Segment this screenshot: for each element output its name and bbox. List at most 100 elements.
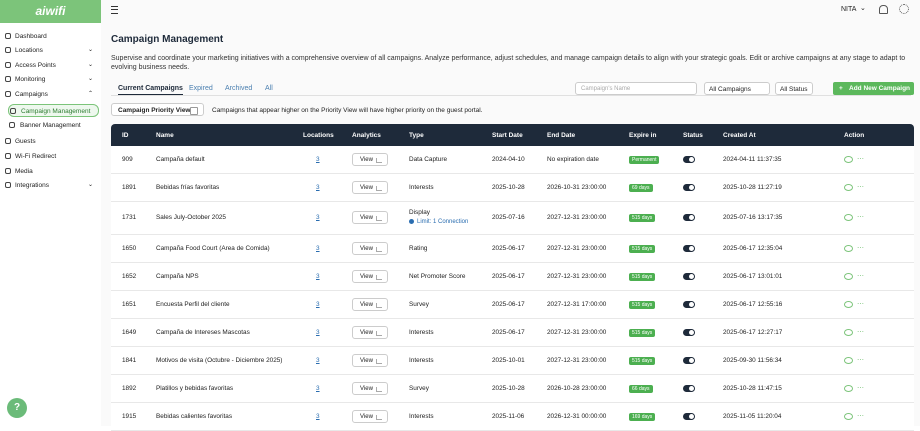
tab[interactable]: Expired <box>189 85 213 92</box>
view-action[interactable] <box>844 300 853 308</box>
sidebar-item[interactable]: Access Points ⌄ <box>4 59 97 72</box>
sidebar-item[interactable]: Wi-Fi Redirect <box>4 150 97 163</box>
locations-link[interactable]: 3 <box>316 300 320 308</box>
view-label[interactable]: View <box>360 357 373 364</box>
analytics-view-button[interactable]: View <box>352 297 388 311</box>
locations-link[interactable]: 3 <box>316 155 320 163</box>
filter-select[interactable]: All Campaigns <box>704 82 770 95</box>
view-label[interactable]: View <box>360 329 373 336</box>
analytics-view-button[interactable]: View <box>352 353 388 367</box>
settings-icon[interactable] <box>899 4 909 14</box>
more-actions[interactable]: ⋯ <box>857 214 864 221</box>
user-name[interactable]: NITA <box>841 6 857 13</box>
more-actions[interactable]: ⋯ <box>857 412 864 420</box>
status-toggle[interactable] <box>683 384 695 392</box>
sidebar-label[interactable]: Integrations <box>15 182 49 189</box>
view-action[interactable] <box>844 412 853 420</box>
add-campaign-button[interactable]: Add New Campaign + <box>833 82 914 95</box>
sidebar-item[interactable]: Media <box>4 165 97 178</box>
view-action[interactable] <box>844 384 853 392</box>
locations-link[interactable]: 3 <box>316 272 320 280</box>
sidebar-label[interactable]: Locations <box>15 47 43 54</box>
view-label[interactable]: View <box>360 215 373 221</box>
analytics-view-button[interactable]: View <box>352 409 388 423</box>
locations-link[interactable]: 3 <box>316 412 320 420</box>
analytics-view-button[interactable]: View <box>352 269 388 283</box>
view-label[interactable]: View <box>360 385 373 392</box>
locations-link[interactable]: 3 <box>316 183 320 191</box>
sidebar-item[interactable]: Integrations ⌄ <box>4 179 97 192</box>
tab[interactable]: All <box>265 85 273 92</box>
status-toggle[interactable] <box>683 244 695 252</box>
more-actions[interactable]: ⋯ <box>857 300 864 308</box>
view-label[interactable]: View <box>360 273 373 280</box>
priority-view-label[interactable]: Campaign Priority View <box>118 107 191 114</box>
sidebar-item[interactable]: Monitoring ⌄ <box>4 73 97 86</box>
sidebar-label[interactable]: Campaigns <box>15 91 48 98</box>
view-label[interactable]: View <box>360 301 373 308</box>
more-actions[interactable]: ⋯ <box>857 328 864 336</box>
sidebar-label[interactable]: Media <box>15 168 33 175</box>
search-input[interactable]: Campaign's Name <box>575 82 697 95</box>
analytics-view-button[interactable]: View <box>352 211 388 224</box>
more-actions[interactable]: ⋯ <box>857 272 864 280</box>
view-action[interactable] <box>844 272 853 280</box>
analytics-view-button[interactable]: View <box>352 325 388 339</box>
sidebar-label[interactable]: Guests <box>15 138 36 145</box>
view-label[interactable]: View <box>360 413 373 420</box>
analytics-view-button[interactable]: View <box>352 241 388 255</box>
chevron[interactable]: ⌄ <box>87 182 93 188</box>
priority-view-toggle[interactable]: Campaign Priority View <box>111 103 204 116</box>
more-actions[interactable]: ⋯ <box>857 183 864 191</box>
more-actions[interactable]: ⋯ <box>857 384 864 392</box>
notification-icon[interactable] <box>879 5 888 14</box>
sidebar-label[interactable]: Monitoring <box>15 76 46 83</box>
more-actions[interactable]: ⋯ <box>857 155 864 163</box>
tab[interactable]: Current Campaigns <box>118 85 183 95</box>
analytics-view-button[interactable]: View <box>352 180 388 194</box>
locations-link[interactable]: 3 <box>316 384 320 392</box>
status-toggle[interactable] <box>683 356 695 364</box>
locations-link[interactable]: 3 <box>316 244 320 252</box>
sidebar-label[interactable]: Wi-Fi Redirect <box>15 153 57 160</box>
view-action[interactable] <box>844 214 853 221</box>
add-campaign-label[interactable]: Add New Campaign <box>849 85 911 92</box>
logo[interactable]: aiwifi <box>0 0 101 23</box>
filter-label[interactable]: All Campaigns <box>709 86 751 93</box>
status-toggle[interactable] <box>683 328 695 336</box>
sidebar-item[interactable]: Campaigns ⌃ <box>4 88 97 101</box>
view-action[interactable] <box>844 328 853 336</box>
analytics-view-button[interactable]: View <box>352 152 388 166</box>
sidebar-label[interactable]: Access Points <box>15 62 56 69</box>
sidebar-label[interactable]: Banner Management <box>20 122 81 129</box>
help-button[interactable]: ? <box>7 398 27 418</box>
status-toggle[interactable] <box>683 155 695 163</box>
status-toggle[interactable] <box>683 300 695 308</box>
analytics-view-button[interactable]: View <box>352 381 388 395</box>
tab[interactable]: Archived <box>225 85 253 92</box>
chevron[interactable]: ⌄ <box>87 76 93 82</box>
view-label[interactable]: View <box>360 156 373 163</box>
filter-select[interactable]: All Status <box>775 82 813 95</box>
sidebar-item[interactable]: Guests <box>4 135 97 148</box>
menu-icon[interactable] <box>111 6 118 14</box>
chevron[interactable]: ⌄ <box>87 62 93 68</box>
view-label[interactable]: View <box>360 184 373 191</box>
filter-label[interactable]: All Status <box>780 86 808 93</box>
status-toggle[interactable] <box>683 183 695 191</box>
status-toggle[interactable] <box>683 214 695 221</box>
sidebar-item[interactable]: Dashboard <box>4 30 97 43</box>
status-toggle[interactable] <box>683 272 695 280</box>
view-action[interactable] <box>844 356 853 364</box>
sidebar-item[interactable]: Locations ⌄ <box>4 44 97 57</box>
sidebar-label[interactable]: Campaign Management <box>21 108 91 115</box>
locations-link[interactable]: 3 <box>316 328 320 336</box>
chevron[interactable]: ⌃ <box>87 91 93 97</box>
view-action[interactable] <box>844 244 853 252</box>
sidebar-item[interactable]: Campaign Management <box>8 104 99 117</box>
user-chevron[interactable]: ⌄ <box>860 5 866 12</box>
sidebar-item[interactable]: Banner Management <box>8 119 99 132</box>
view-action[interactable] <box>844 183 853 191</box>
locations-link[interactable]: 3 <box>316 214 320 221</box>
view-label[interactable]: View <box>360 245 373 252</box>
